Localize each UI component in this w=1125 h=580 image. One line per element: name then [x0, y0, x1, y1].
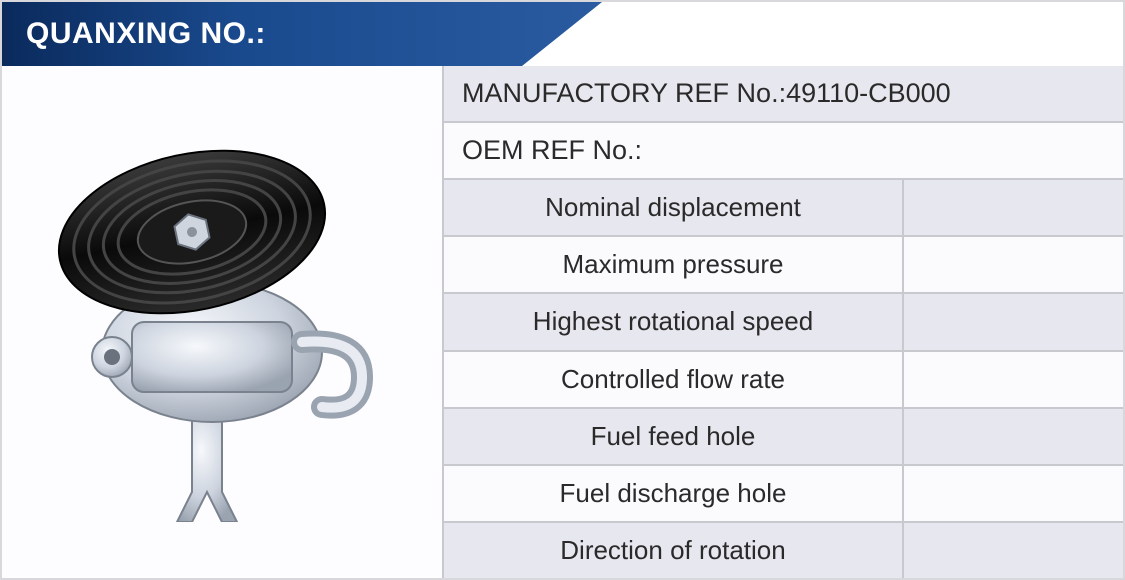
spec-row: Controlled flow rate [444, 352, 1123, 409]
spec-label: OEM REF No.: [444, 123, 1123, 178]
spec-value [904, 466, 1123, 521]
power-steering-pump-icon [42, 122, 402, 522]
spec-row: Fuel feed hole [444, 409, 1123, 466]
spec-row: Highest rotational speed [444, 294, 1123, 351]
spec-label: MANUFACTORY REF No.:49110-CB000 [444, 66, 1123, 121]
spec-value [904, 523, 1123, 578]
spec-row: MANUFACTORY REF No.:49110-CB000 [444, 66, 1123, 123]
spec-card: QUANXING NO.: [0, 0, 1125, 580]
spec-value [904, 294, 1123, 349]
spec-label: Direction of rotation [444, 523, 904, 578]
spec-table: MANUFACTORY REF No.:49110-CB000OEM REF N… [442, 66, 1123, 578]
spec-label: Nominal displacement [444, 180, 904, 235]
spec-row: Nominal displacement [444, 180, 1123, 237]
spec-label: Maximum pressure [444, 237, 904, 292]
spec-row: Maximum pressure [444, 237, 1123, 294]
spec-label: Highest rotational speed [444, 294, 904, 349]
spec-row: Direction of rotation [444, 523, 1123, 578]
spec-value [904, 237, 1123, 292]
spec-value [904, 180, 1123, 235]
header-bar: QUANXING NO.: [2, 2, 1123, 66]
spec-value [904, 352, 1123, 407]
product-image-cell [2, 66, 442, 578]
body-area: MANUFACTORY REF No.:49110-CB000OEM REF N… [2, 66, 1123, 578]
header-ribbon: QUANXING NO.: [2, 2, 602, 66]
spec-label: Fuel feed hole [444, 409, 904, 464]
spec-label: Fuel discharge hole [444, 466, 904, 521]
spec-row: Fuel discharge hole [444, 466, 1123, 523]
header-title: QUANXING NO.: [26, 17, 266, 51]
spec-label: Controlled flow rate [444, 352, 904, 407]
spec-row: OEM REF No.: [444, 123, 1123, 180]
spec-value [904, 409, 1123, 464]
